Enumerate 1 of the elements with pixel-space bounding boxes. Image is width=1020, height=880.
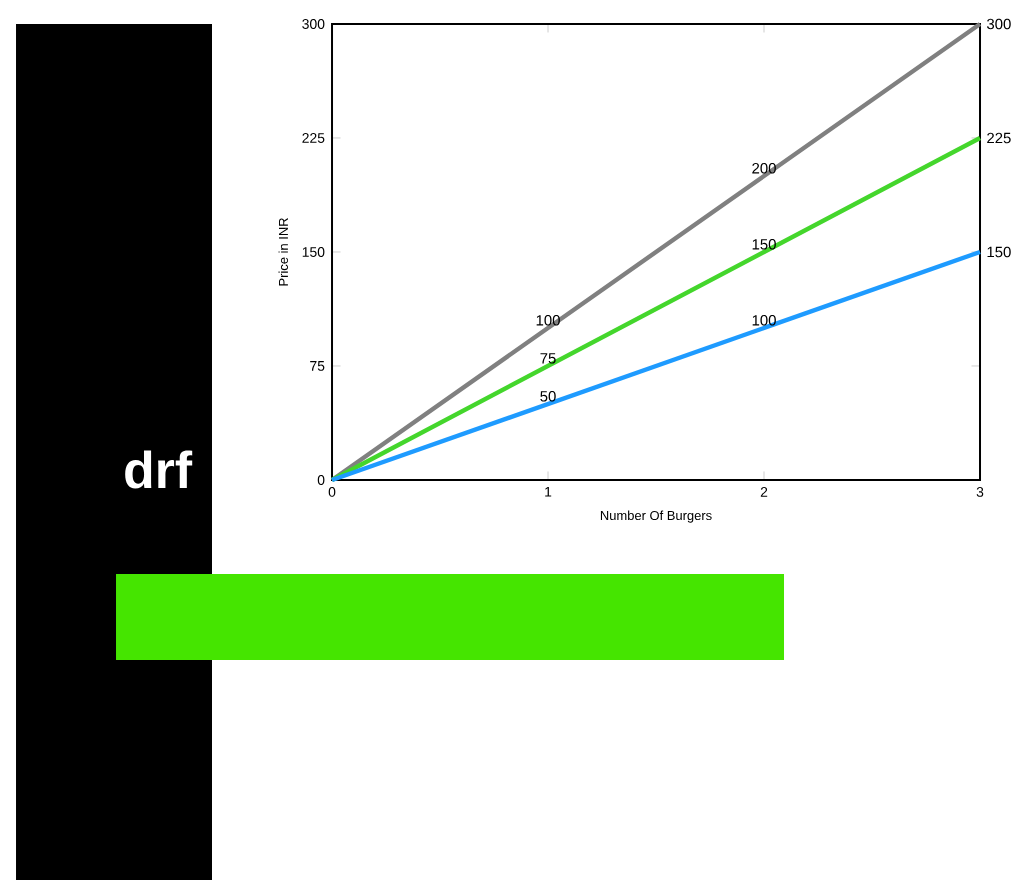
text: drf xyxy=(125,450,193,489)
